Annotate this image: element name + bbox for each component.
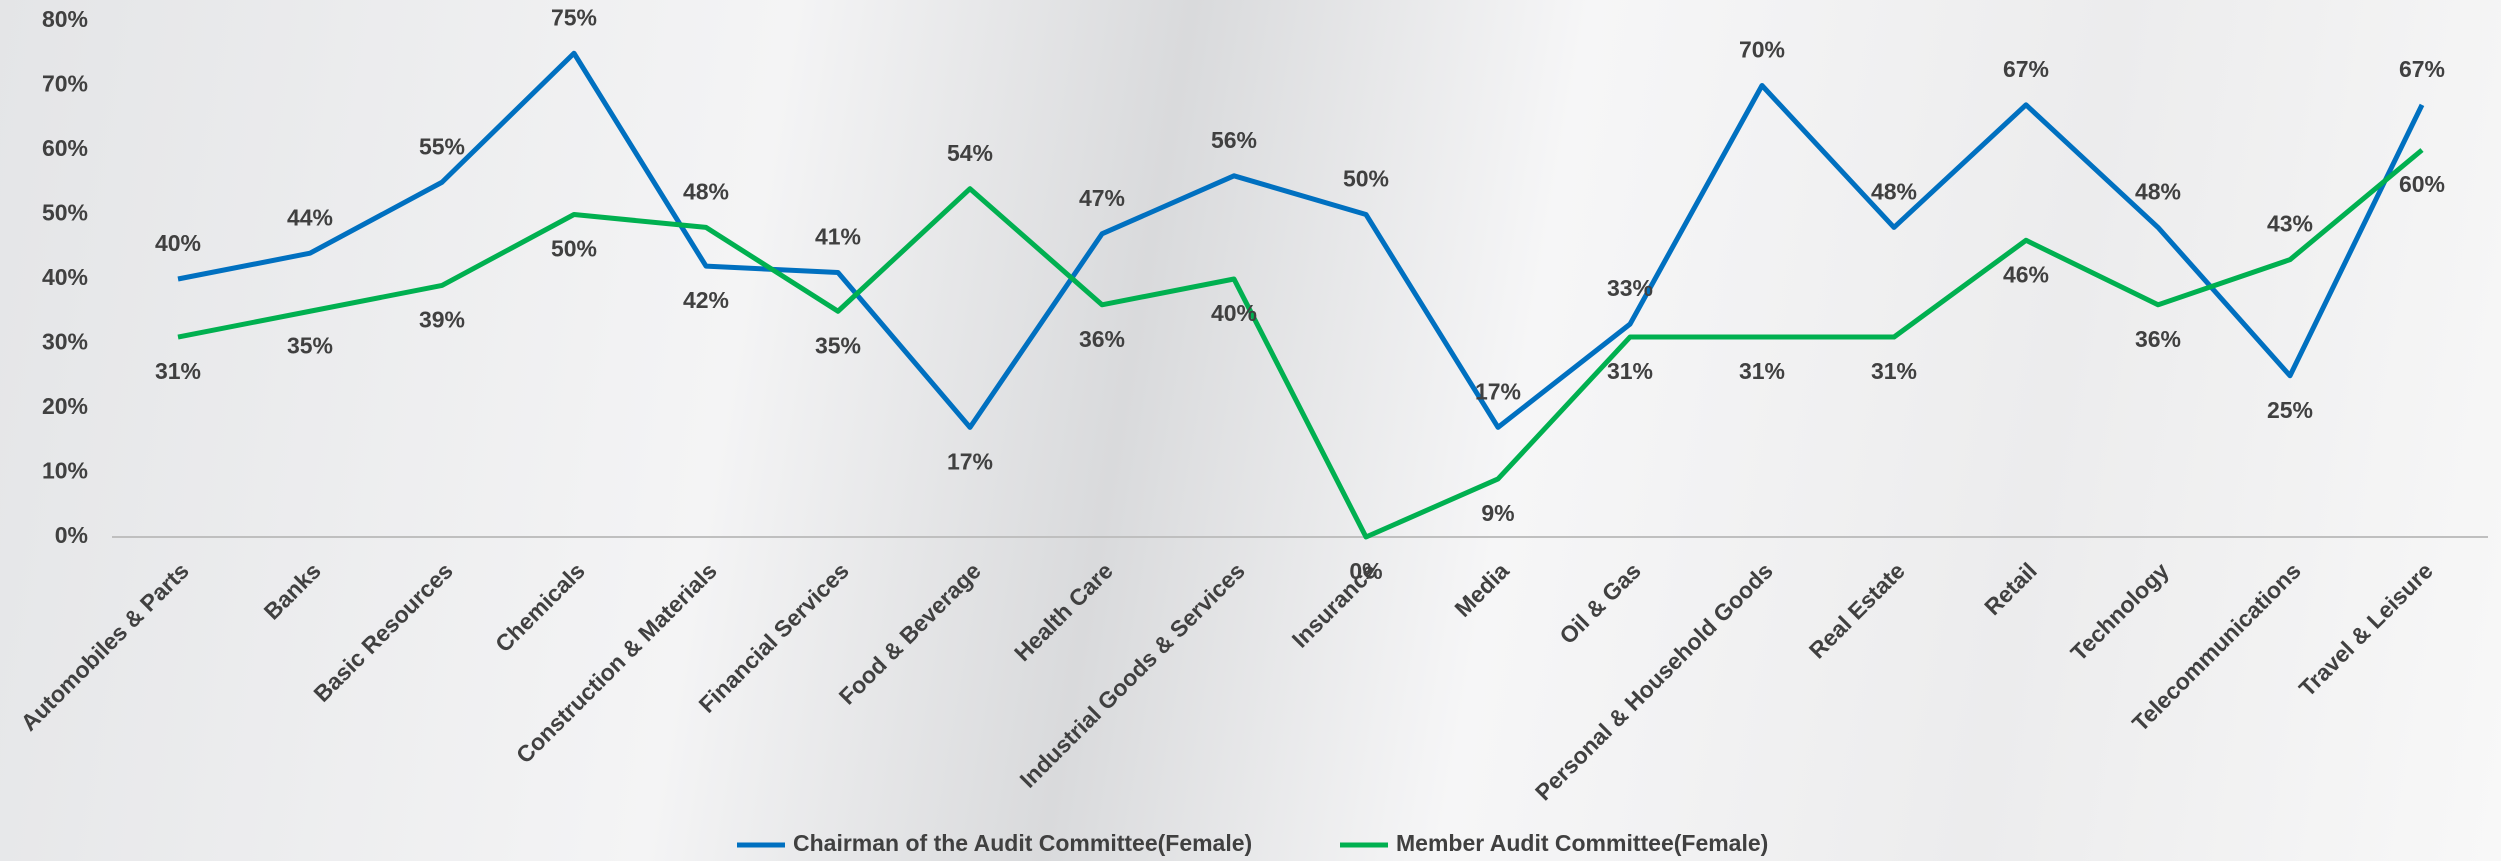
data-label: 0% — [1349, 558, 1382, 584]
data-label: 31% — [155, 358, 201, 384]
x-tick-label: Retail — [1979, 557, 2042, 620]
y-tick-label: 30% — [42, 329, 88, 355]
data-label: 50% — [1343, 166, 1389, 192]
data-label: 48% — [683, 178, 729, 204]
data-label: 17% — [947, 448, 993, 474]
data-label: 70% — [1739, 37, 1785, 63]
x-tick-label: Technology — [2065, 557, 2174, 666]
data-label: 50% — [551, 236, 597, 262]
data-label: 55% — [419, 133, 465, 159]
data-label: 35% — [287, 332, 333, 358]
data-label: 60% — [2399, 171, 2445, 197]
x-tick-label: Personal & Household Goods — [1530, 557, 1778, 805]
x-tick-label: Automobiles & Parts — [15, 557, 193, 735]
data-label: 56% — [1211, 127, 1257, 153]
data-label: 40% — [1211, 300, 1257, 326]
data-label: 25% — [2267, 397, 2313, 423]
data-label: 31% — [1871, 358, 1917, 384]
x-tick-label: Real Estate — [1804, 557, 1910, 663]
chart: 0% 10% 20% 30% 40% 50% 60% 70% 80% Automobiles & … — [0, 0, 2501, 861]
x-tick-label: Financial Services — [694, 557, 854, 717]
x-tick-label: Chemicals — [490, 557, 590, 657]
data-label: 43% — [2267, 211, 2313, 237]
x-tick-label: Oil & Gas — [1554, 557, 1646, 649]
x-tick-label: Basic Resources — [308, 557, 457, 706]
data-label: 40% — [155, 230, 201, 256]
x-tick-label: Food & Beverage — [834, 557, 986, 709]
data-label: 9% — [1481, 500, 1514, 526]
data-label: 47% — [1079, 185, 1125, 211]
data-label: 41% — [815, 224, 861, 250]
y-tick-label: 60% — [42, 135, 88, 161]
y-tick-label: 40% — [42, 264, 88, 290]
data-label: 42% — [683, 287, 729, 313]
series-line — [178, 150, 2422, 537]
data-label: 36% — [1079, 326, 1125, 352]
data-label: 31% — [1607, 358, 1653, 384]
data-label: 75% — [551, 4, 597, 30]
data-label: 67% — [2003, 56, 2049, 82]
data-label: 17% — [1475, 378, 1521, 404]
x-tick-label: Health Care — [1009, 557, 1118, 666]
legend-label: Member Audit Committee(Female) — [1396, 830, 1768, 856]
y-tick-label: 0% — [55, 522, 88, 548]
y-tick-label: 20% — [42, 393, 88, 419]
x-tick-label: Media — [1449, 557, 1514, 622]
data-label: 54% — [947, 140, 993, 166]
data-label: 44% — [287, 204, 333, 230]
legend-label: Chairman of the Audit Committee(Female) — [793, 830, 1252, 856]
data-label: 46% — [2003, 261, 2049, 287]
y-tick-label: 80% — [42, 6, 88, 32]
y-tick-label: 10% — [42, 458, 88, 484]
y-tick-label: 50% — [42, 200, 88, 226]
data-label: 33% — [1607, 275, 1653, 301]
data-label: 39% — [419, 307, 465, 333]
series-line — [178, 53, 2422, 427]
data-label: 48% — [1871, 178, 1917, 204]
y-tick-label: 70% — [42, 71, 88, 97]
data-label: 35% — [815, 332, 861, 358]
x-tick-label: Industrial Goods & Services — [1015, 557, 1250, 792]
x-tick-label: Travel & Leisure — [2294, 557, 2438, 701]
data-label: 36% — [2135, 326, 2181, 352]
data-label: 67% — [2399, 56, 2445, 82]
data-label: 31% — [1739, 358, 1785, 384]
x-tick-label: Banks — [259, 557, 326, 624]
data-label: 48% — [2135, 178, 2181, 204]
